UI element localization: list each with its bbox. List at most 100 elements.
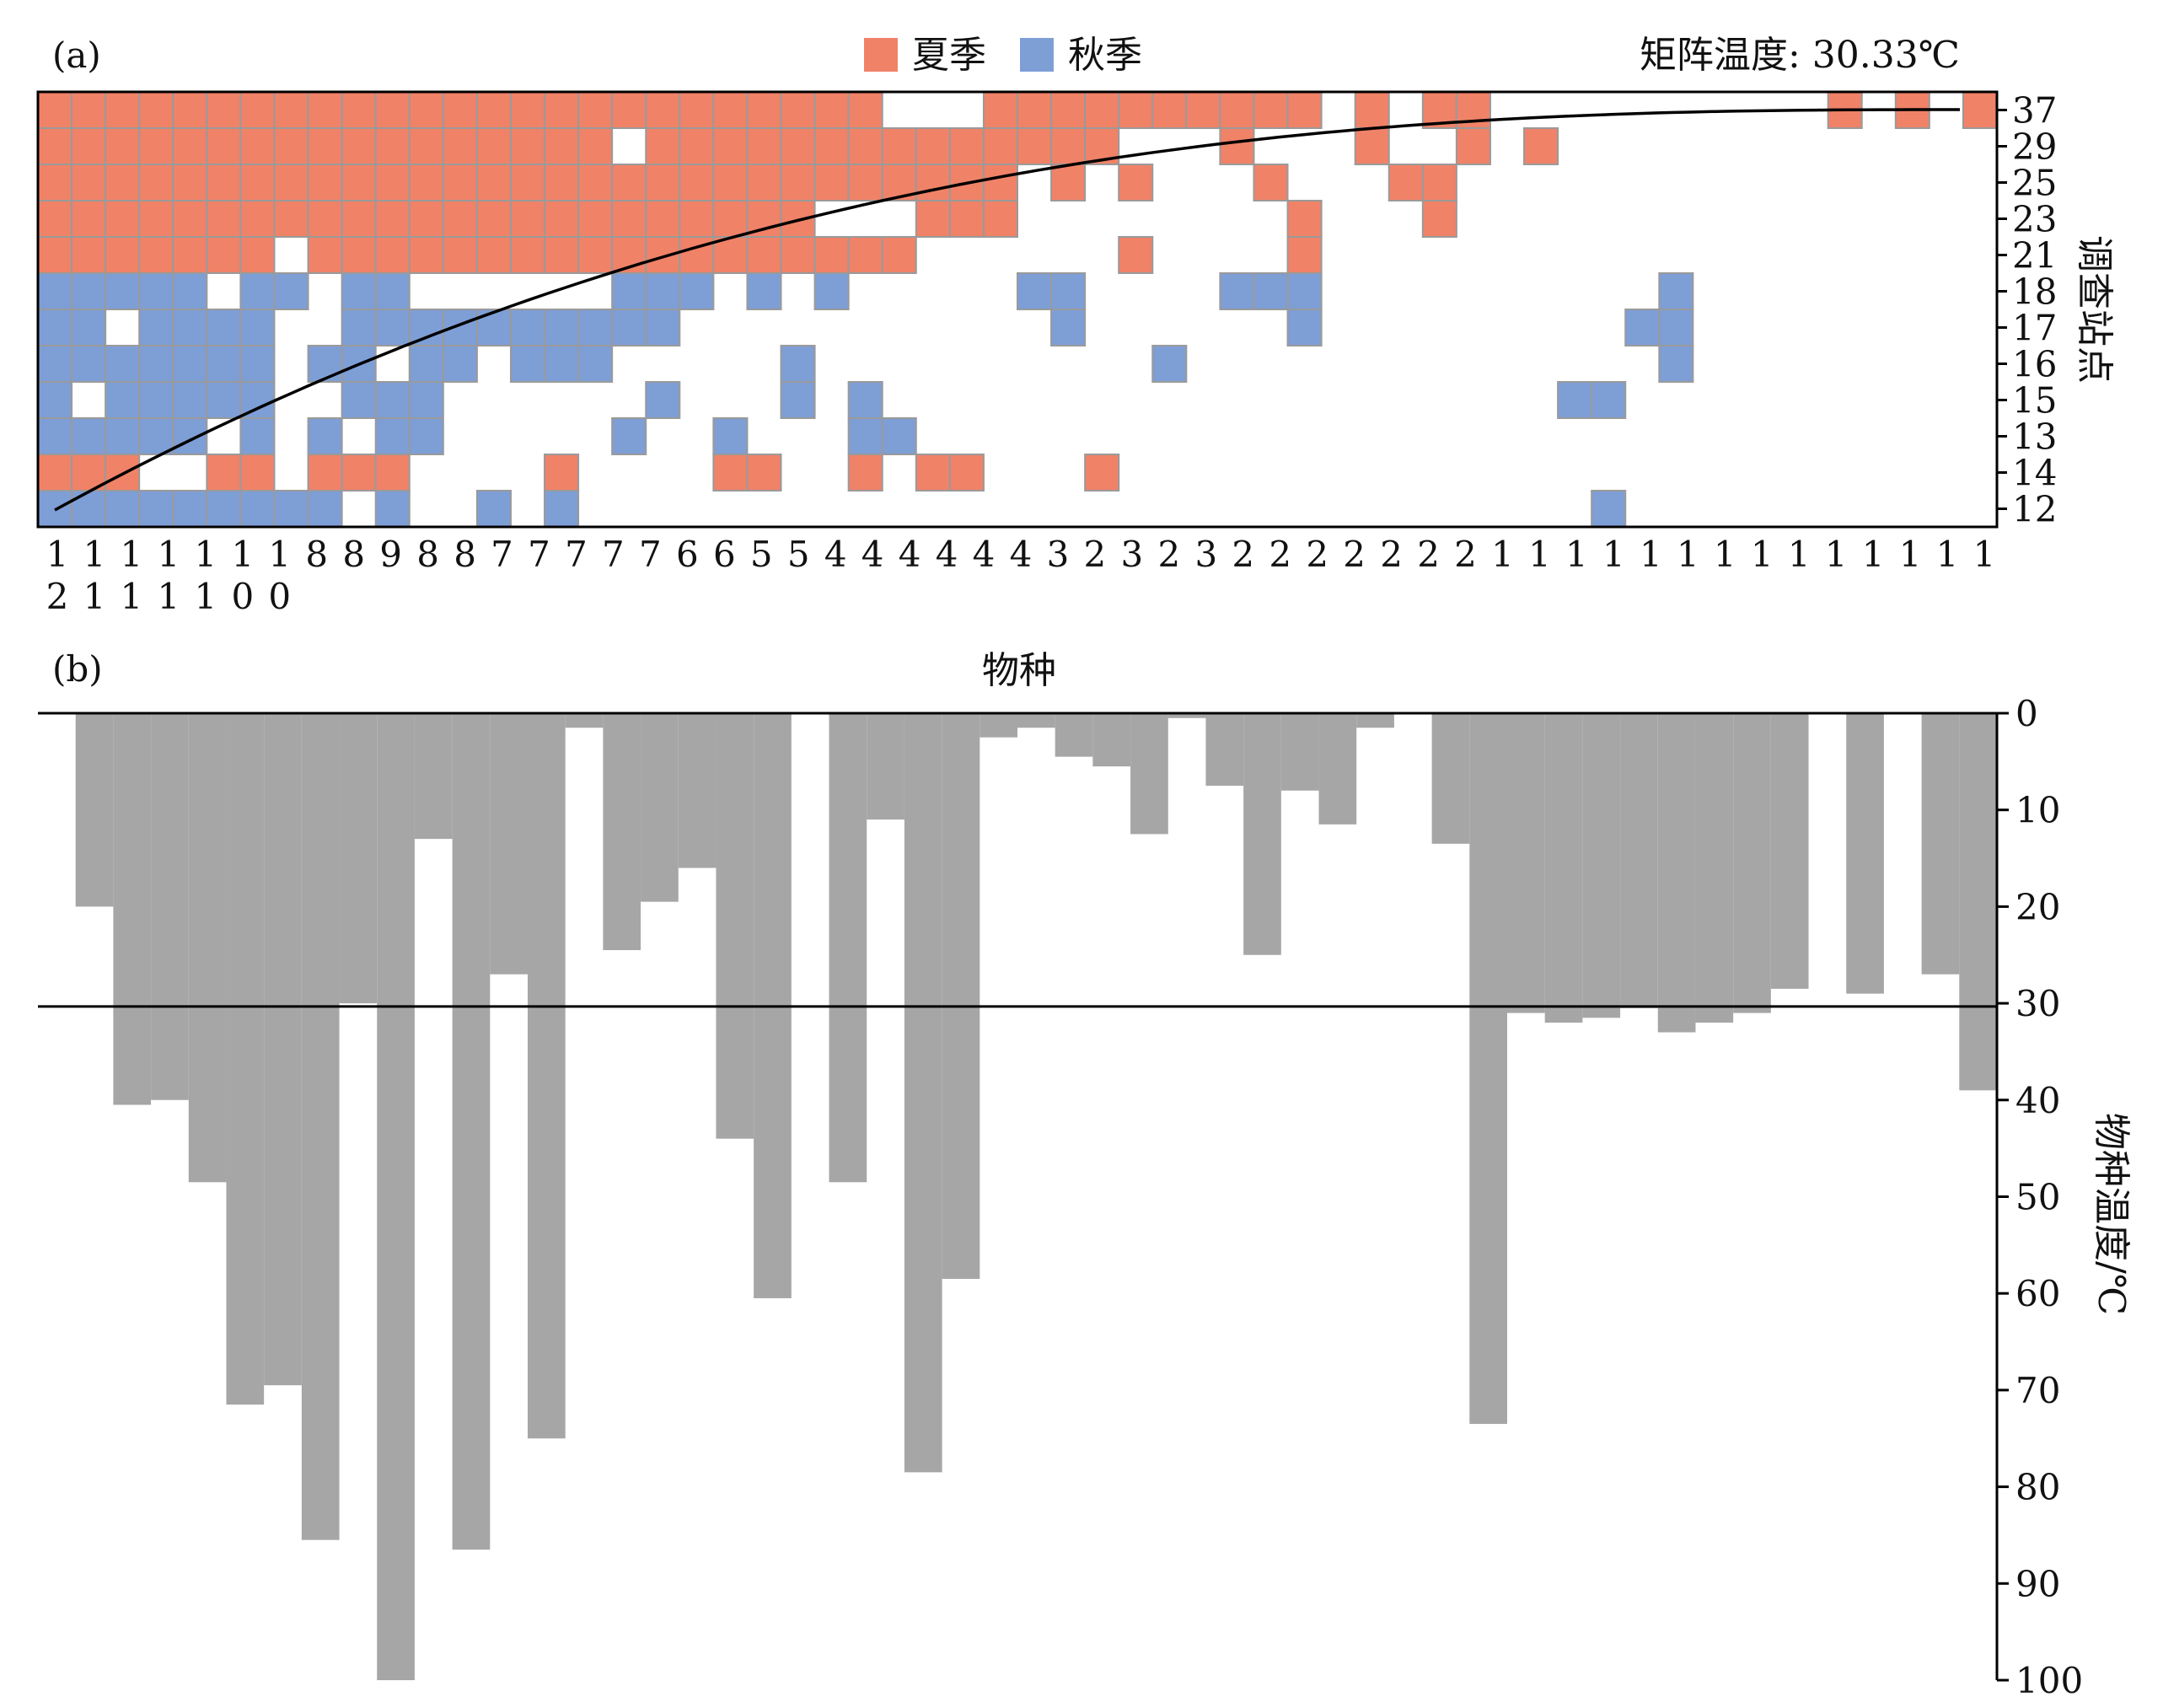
temperature-tick-label: 30	[2015, 983, 2060, 1024]
heatmap-cell	[341, 272, 377, 310]
heatmap-cell	[1624, 309, 1661, 346]
heatmap-cell	[475, 91, 512, 129]
heatmap-cell	[509, 236, 546, 274]
species-temperature-bar	[377, 713, 415, 1680]
species-temperature-bar	[1469, 713, 1507, 1425]
station-ticks	[1997, 109, 2007, 510]
heatmap-cell	[307, 345, 343, 383]
legend-label-autumn: 秋季	[1068, 34, 1142, 77]
heatmap-cell	[307, 236, 343, 274]
species-temperature-bar	[1620, 713, 1658, 1008]
heatmap-cell	[1421, 200, 1457, 238]
heatmap-cell	[645, 200, 681, 238]
species-tick-label: 1	[1602, 534, 1625, 575]
heatmap-cell	[1118, 236, 1154, 274]
heatmap-cell	[847, 91, 883, 129]
cumulative-curve	[54, 108, 1960, 512]
heatmap-cell	[611, 200, 647, 238]
heatmap-cell	[544, 200, 580, 238]
heatmap-cell	[847, 454, 883, 491]
temperature-tick-label: 10	[2015, 790, 2060, 831]
species-tick-label: 1	[1714, 534, 1736, 575]
heatmap-cell	[645, 272, 681, 310]
heatmap-cell	[374, 417, 411, 455]
heatmap-cell	[408, 127, 444, 165]
species-temperature-bar	[1017, 713, 1055, 728]
species-tick-label: 3	[1121, 534, 1144, 575]
temperature-tick-label: 0	[2015, 693, 2038, 734]
species-tick-label: 1	[1751, 534, 1774, 575]
heatmap-cell	[408, 381, 444, 419]
heatmap-cell	[780, 236, 816, 274]
heatmap-cell	[679, 236, 715, 274]
heatmap-cell	[1050, 309, 1087, 346]
heatmap-cell	[408, 164, 444, 201]
heatmap-cell	[71, 272, 107, 310]
heatmap-cell	[679, 91, 715, 129]
temperature-tick-label: 40	[2015, 1080, 2060, 1121]
heatmap-cell	[746, 454, 782, 491]
species-tick-label: 7	[639, 534, 662, 575]
panel-b: (b) 0 10 20 30 40 50 60 70 80 90 100 物种温度/℃	[38, 648, 2133, 1701]
species-tick-label: 1	[1825, 534, 1848, 575]
species-temperature-bar	[113, 713, 152, 1105]
heatmap-cell	[105, 200, 141, 238]
heatmap-cell	[645, 127, 681, 165]
heatmap-cell	[1084, 91, 1120, 129]
heatmap-cell	[374, 272, 411, 310]
heatmap-cell	[509, 200, 546, 238]
heatmap-cell	[1050, 272, 1087, 310]
heatmap-cell	[611, 164, 647, 201]
species-temperature-bar	[1243, 713, 1281, 955]
species-tick-label: 8	[416, 534, 439, 575]
temperature-tick-label: 70	[2015, 1370, 2060, 1411]
heatmap-cell	[1253, 164, 1289, 201]
heatmap-cell	[679, 164, 715, 201]
bars	[75, 713, 1997, 1680]
temperature-tick-label: 90	[2015, 1563, 2060, 1604]
species-tick-label: 7	[565, 534, 588, 575]
heatmap-cell	[37, 200, 73, 238]
species-tick-label: 2	[1084, 534, 1107, 575]
species-temperature-bar	[1092, 713, 1131, 767]
heatmap-cell	[374, 127, 411, 165]
heatmap-cell	[813, 164, 850, 201]
panel-b-label: (b)	[52, 648, 103, 690]
species-temperature-bar	[1055, 713, 1093, 757]
species-tick-label: 2	[1232, 534, 1254, 575]
heatmap-cell	[813, 236, 850, 274]
heatmap-cell	[341, 200, 377, 238]
heatmap-cell	[71, 490, 107, 528]
heatmap-cell	[475, 309, 512, 346]
species-tick-label: 4	[899, 534, 921, 575]
heatmap-cell	[712, 236, 749, 274]
heatmap-cell	[341, 454, 377, 491]
heatmap-cell	[341, 127, 377, 165]
heatmap-cell	[138, 236, 174, 274]
species-temperature-bar	[1846, 713, 1884, 994]
species-temperature-bar	[188, 713, 227, 1183]
heatmap-cell	[746, 164, 782, 201]
species-temperature-bar	[264, 713, 302, 1386]
heatmap-cell	[780, 345, 816, 383]
species-axis-title: 物种	[982, 649, 1056, 692]
heatmap-cell	[645, 164, 681, 201]
heatmap-cell	[71, 91, 107, 129]
species-tick-label: 1	[1677, 534, 1699, 575]
species-tick-label: 1	[1528, 534, 1551, 575]
species-tick-label: 1	[1565, 534, 1588, 575]
heatmap-cell	[847, 417, 883, 455]
heatmap-cell	[780, 164, 816, 201]
heatmap-cell	[374, 91, 411, 129]
station-tick-label: 17	[2012, 308, 2057, 349]
heatmap-cell	[881, 236, 917, 274]
heatmap-cell	[239, 200, 276, 238]
species-tick-label: 6	[713, 534, 736, 575]
station-tick-label: 14	[2012, 453, 2057, 494]
species-tick-label: 1	[1491, 534, 1514, 575]
heatmap-cell	[1286, 272, 1323, 310]
heatmap-cell	[712, 91, 749, 129]
heatmap-cell	[1219, 91, 1255, 129]
species-temperature-bar	[980, 713, 1017, 738]
